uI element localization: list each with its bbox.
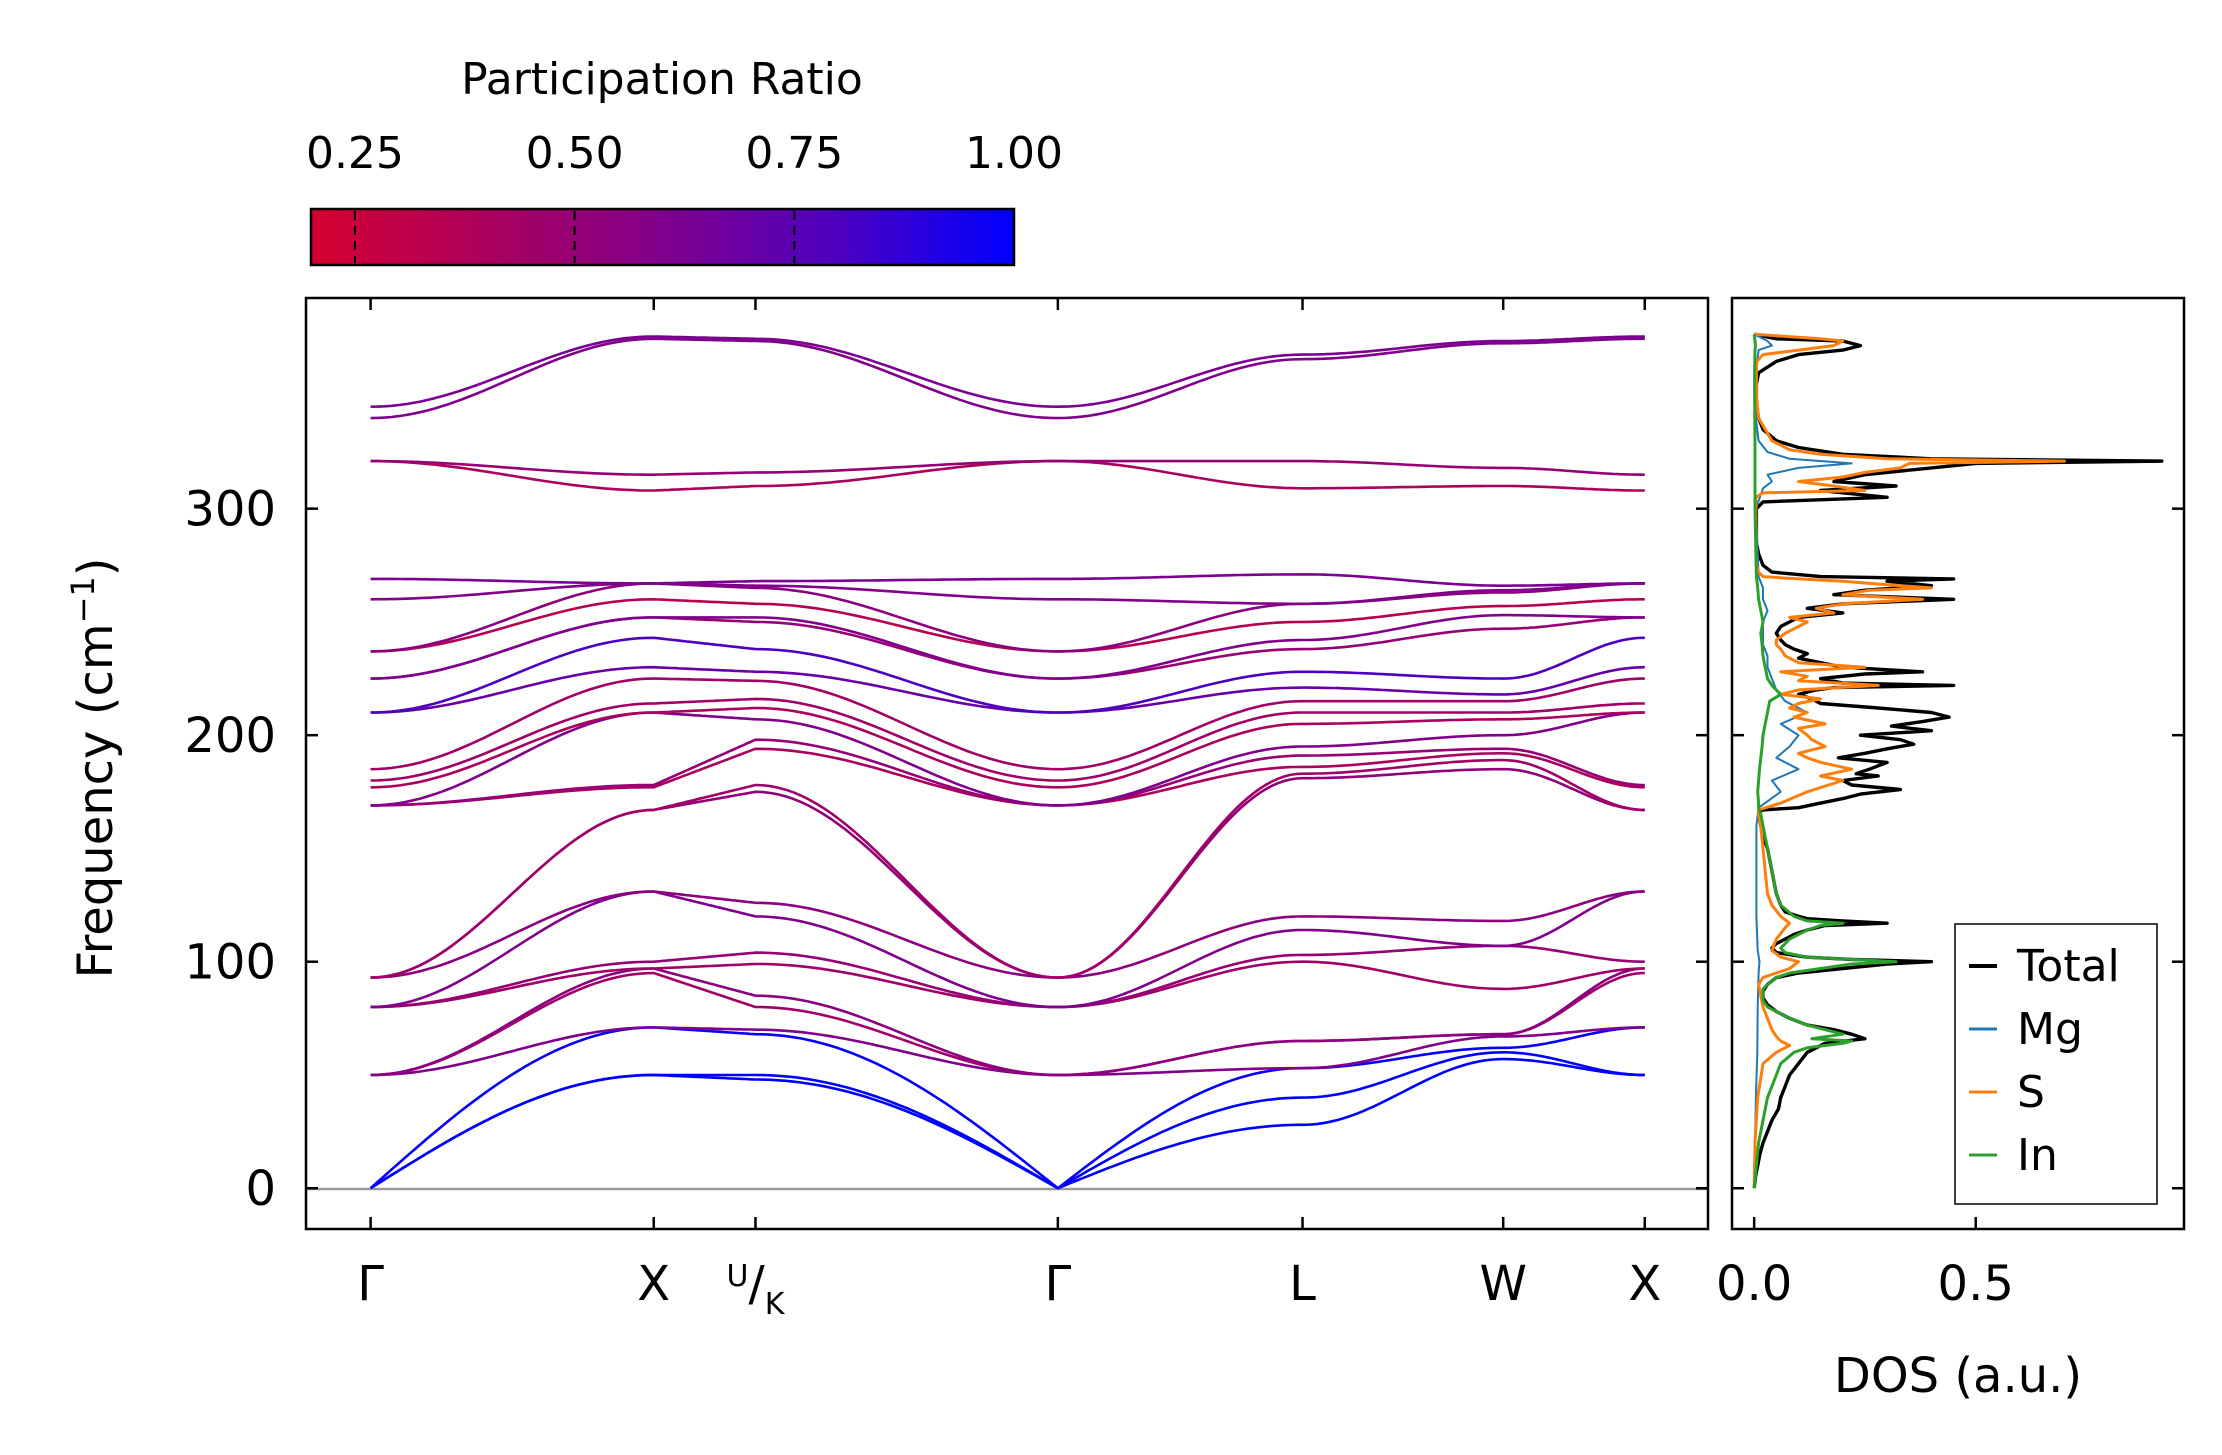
phonon-branch: [370, 337, 1645, 420]
phonon-branch: [370, 677, 1645, 771]
dos-x-axis-label: DOS (a.u.): [1834, 1348, 2082, 1404]
phonon-branch: [370, 758, 1645, 979]
legend-frame: [1954, 923, 2158, 1205]
colorbar-tick-label: 0.50: [526, 128, 624, 179]
kpoint-label: W: [1479, 1256, 1526, 1312]
phonon-branch: [370, 573, 1645, 587]
y-axis-label: Frequency (cm−1): [64, 557, 124, 978]
phonon-branch: [370, 636, 1645, 714]
band-structure-panel: 0 100 200 300 Γ X U/K Γ L W X Frequency (cm−1): [64, 296, 1710, 1322]
y-axis-label-close: ): [68, 557, 124, 576]
colorbar-ticks: [353, 211, 796, 263]
kpoint-label: X: [1628, 1256, 1661, 1312]
phonon-branch: [370, 706, 1645, 789]
dos-curve-in: [1752, 334, 1898, 1189]
y-axis-label-main: Frequency (cm: [68, 623, 124, 978]
phonon-branch: [370, 459, 1645, 476]
phonon-branch: [370, 747, 1645, 807]
dos-x-tick-label: 0.5: [1938, 1256, 2014, 1312]
kpoint-label: Γ: [1044, 1256, 1071, 1312]
legend-label: Total: [2016, 941, 2120, 992]
phonon-branch: [369, 1057, 1645, 1190]
dos-x-tick-label: 0.0: [1716, 1256, 1792, 1312]
dos-panel: 0.0 0.5 DOS (a.u.) Total Mg S In: [1716, 296, 2186, 1404]
phonon-branch: [370, 459, 1645, 492]
kpoint-label: L: [1289, 1256, 1316, 1312]
phonon-branch: [370, 598, 1645, 653]
band-axis-ticks: [306, 298, 1708, 1229]
y-axis-label-superscript: −1: [64, 576, 102, 623]
y-tick-label: 0: [245, 1161, 276, 1217]
phonon-bands: [369, 335, 1645, 1190]
colorbar-tick-labels: 0.25 0.50 0.75 1.00: [306, 128, 1063, 179]
band-axes-frame: [304, 296, 1710, 1231]
dos-curves: [1752, 332, 2164, 1189]
colorbar-tick-label: 0.75: [745, 128, 843, 179]
kpoint-labels: Γ X U/K Γ L W X: [357, 1256, 1661, 1322]
dos-x-tick-labels: 0.0 0.5: [1716, 1256, 2014, 1312]
kpoint-label-uk: U/K: [727, 1256, 786, 1322]
phonon-branch: [370, 890, 1645, 1009]
y-tick-label: 300: [184, 482, 276, 538]
dos-curve-s: [1752, 332, 2066, 1189]
legend: Total Mg S In: [1954, 923, 2158, 1205]
legend-label: In: [2017, 1130, 2058, 1181]
phonon-branch: [370, 335, 1645, 408]
y-tick-labels: 0 100 200 300: [184, 482, 276, 1218]
kpoint-label: X: [637, 1256, 670, 1312]
colorbar-tick-label: 0.25: [306, 128, 404, 179]
phonon-branch: [370, 697, 1645, 782]
legend-label: Mg: [2017, 1004, 2083, 1055]
phonon-branch: [369, 1026, 1645, 1190]
phonon-branch: [370, 738, 1645, 807]
dos-curve-mg: [1753, 333, 1853, 1189]
colorbar: [309, 207, 1016, 267]
colorbar-title: Participation Ratio: [461, 54, 863, 105]
legend-label: S: [2017, 1067, 2045, 1118]
dos-axes-frame: [1730, 296, 2186, 1231]
dos-axis-ticks: [1732, 507, 2184, 1229]
phonon-branch: [370, 613, 1645, 680]
y-tick-label: 100: [184, 935, 276, 991]
y-tick-label: 200: [184, 708, 276, 764]
kpoint-label: Γ: [357, 1256, 384, 1312]
colorbar-tick-label: 1.00: [965, 128, 1063, 179]
